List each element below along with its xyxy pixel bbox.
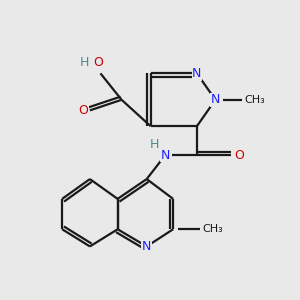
Text: O: O bbox=[234, 149, 244, 162]
Text: N: N bbox=[142, 240, 152, 253]
Text: N: N bbox=[211, 93, 220, 106]
Text: CH₃: CH₃ bbox=[202, 224, 223, 234]
Text: O: O bbox=[93, 56, 103, 69]
Text: N: N bbox=[160, 149, 170, 162]
Text: O: O bbox=[78, 104, 88, 117]
Text: H: H bbox=[80, 56, 89, 69]
Text: H: H bbox=[150, 138, 159, 151]
Text: N: N bbox=[192, 67, 202, 80]
Text: CH₃: CH₃ bbox=[244, 95, 266, 105]
